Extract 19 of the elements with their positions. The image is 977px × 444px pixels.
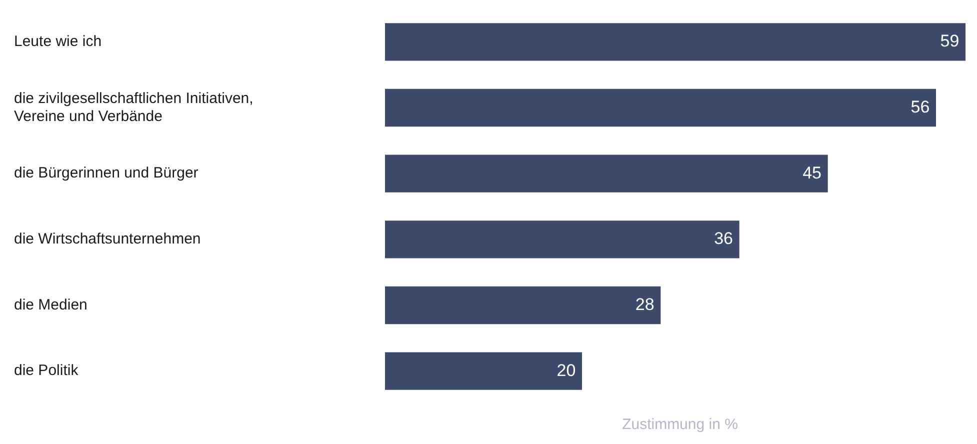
- bar: [385, 154, 828, 192]
- y-tick-label: die zivilgesellschaftlichen Initiativen, Vereine und Verbände: [14, 90, 254, 125]
- bar: [385, 88, 936, 127]
- y-tick-label: die Bürgerinnen und Bürger: [14, 164, 198, 182]
- x-axis-title: Zustimmung in %: [622, 416, 738, 434]
- bar: [385, 286, 661, 324]
- y-tick-label: die Politik: [14, 362, 79, 380]
- data-label: 28: [635, 294, 654, 314]
- bar: [385, 23, 966, 61]
- data-label: 20: [556, 360, 576, 380]
- data-label: 56: [910, 97, 930, 116]
- y-tick-label: Leute wie ich: [14, 33, 102, 50]
- data-label: 36: [714, 229, 733, 248]
- data-label: 45: [802, 163, 822, 182]
- y-tick-label: die Wirtschaftsunternehmen: [14, 230, 201, 248]
- bar: [385, 220, 740, 258]
- data-label: 59: [940, 32, 960, 51]
- bar: [385, 352, 582, 390]
- y-tick-label: die Medien: [14, 296, 88, 314]
